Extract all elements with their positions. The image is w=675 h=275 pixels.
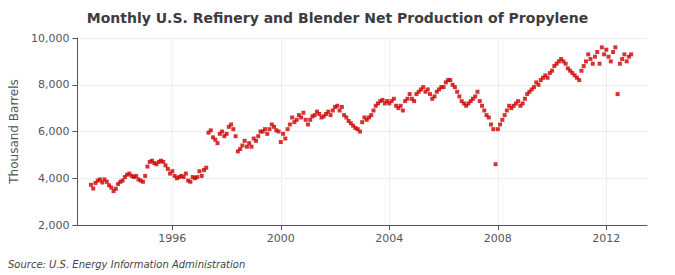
svg-text:2000: 2000 bbox=[267, 232, 295, 245]
svg-text:1996: 1996 bbox=[158, 232, 186, 245]
svg-text:2012: 2012 bbox=[592, 232, 620, 245]
svg-text:2,000: 2,000 bbox=[38, 219, 70, 232]
svg-text:Source: U.S. Energy Informatio: Source: U.S. Energy Information Administ… bbox=[8, 259, 245, 270]
svg-text:Thousand Barrels: Thousand Barrels bbox=[7, 79, 21, 184]
svg-text:2008: 2008 bbox=[484, 232, 512, 245]
svg-text:8,000: 8,000 bbox=[38, 78, 70, 91]
svg-text:10,000: 10,000 bbox=[31, 32, 70, 45]
svg-text:4,000: 4,000 bbox=[38, 172, 70, 185]
svg-text:6,000: 6,000 bbox=[38, 125, 70, 138]
svg-text:Monthly U.S. Refinery and Blen: Monthly U.S. Refinery and Blender Net Pr… bbox=[87, 10, 589, 26]
svg-text:2004: 2004 bbox=[375, 232, 403, 245]
